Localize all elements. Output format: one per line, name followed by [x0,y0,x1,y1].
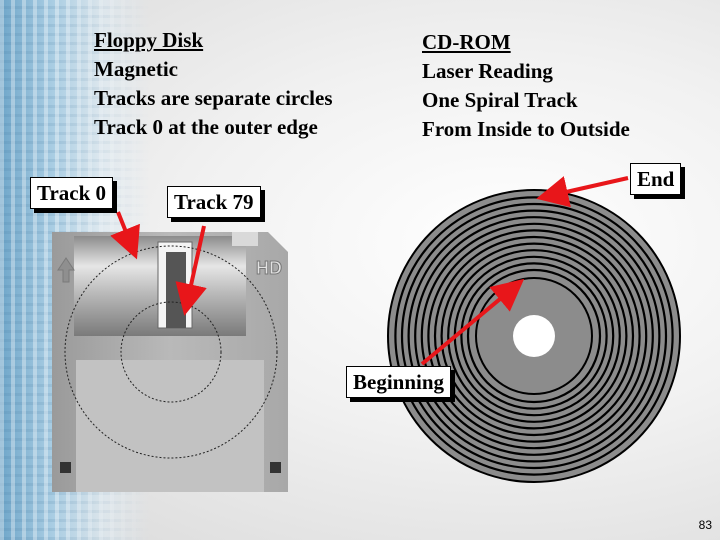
cd-track-ring [427,229,641,443]
beginning-arrow [420,278,525,366]
track-0-circle [64,245,278,459]
cd-track-ring [447,249,621,423]
cd-track-ring [460,262,608,410]
cd-track-ring [394,196,674,476]
track79-arrow [175,225,207,316]
arrow-emboss-icon [57,257,75,283]
cd-track-ring [420,222,648,450]
cd-track-ring [466,268,602,404]
page-number: 83 [698,518,712,532]
end-arrow [536,176,629,208]
end-label: End [630,163,682,195]
cd-track-ring [440,242,628,430]
write-protect-hole [60,462,71,473]
hd-mark: HD [256,258,282,278]
cd-track-ring [433,235,635,437]
floppy-line-1: Magnetic [94,57,178,81]
cd-spiral-track [394,196,674,476]
cd-track-ring [400,202,668,470]
cdrom-text-block: CD-ROM Laser Reading One Spiral Track Fr… [422,28,630,144]
track0-arrow [110,211,140,260]
floppy-text-block: Floppy Disk Magnetic Tracks are separate… [94,26,333,142]
floppy-line-2: Tracks are separate circles [94,86,333,110]
cd-center-hole [513,315,555,357]
cd-rom-disk [387,189,681,483]
cd-track-ring [414,216,654,456]
track79-label: Track 79 [167,186,261,218]
cdrom-line-1: Laser Reading [422,59,553,83]
floppy-head-slot [166,252,186,328]
density-hole [270,462,281,473]
floppy-label-area [76,360,264,492]
cdrom-line-2: One Spiral Track [422,88,578,112]
floppy-heading: Floppy Disk [94,28,204,52]
floppy-disk: HD [52,232,288,492]
track0-label: Track 0 [30,177,114,209]
cd-track-ring [407,209,661,463]
floppy-line-3: Track 0 at the outer edge [94,115,318,139]
arrows [110,176,629,366]
beginning-label: Beginning [346,366,452,398]
cdrom-line-3: From Inside to Outside [422,117,630,141]
track-79-circle [120,301,222,403]
floppy-notch [232,232,258,246]
cdrom-heading: CD-ROM [422,30,511,54]
